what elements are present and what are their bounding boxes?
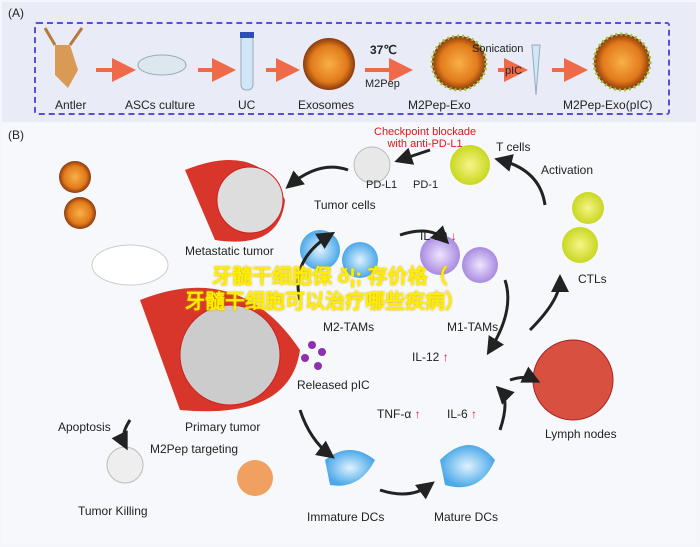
- m2pep-targeting-label: M2Pep targeting: [150, 442, 239, 456]
- m2pep-exo-icon: [430, 34, 488, 92]
- tnf-text: TNF-α: [377, 407, 412, 421]
- panel-a-tag: (A): [8, 6, 24, 20]
- t-cell-icon: [450, 145, 490, 185]
- apoptosis-label: Apoptosis: [58, 420, 111, 434]
- m1-tams-label: M1-TAMs: [447, 320, 499, 334]
- up-arrow-icon: ↑: [442, 350, 449, 364]
- watermark-line-1: 牙髓干细胞保 ð¦; 存价格（: [212, 266, 448, 288]
- tube-cap-icon: [240, 32, 254, 38]
- deer-icon: [43, 27, 84, 88]
- pic-particles-icon: [301, 341, 326, 370]
- step-m2pep-exo-pic: M2Pep-Exo(pIC): [563, 98, 653, 112]
- il6-text: IL-6: [447, 407, 468, 421]
- pd-1-label: PD-1: [413, 179, 439, 191]
- dead-cell-icon: [106, 446, 144, 484]
- immature-dc-icon: [325, 450, 375, 486]
- step-uc: UC: [238, 98, 256, 112]
- tumor-tissue-icon: [216, 166, 284, 234]
- il10-label: IL-10 ↓: [420, 229, 457, 243]
- exosome-icon: [303, 38, 355, 90]
- metastatic-tumor-label: Metastatic tumor: [185, 244, 274, 258]
- sonication-label: Sonication: [472, 43, 524, 55]
- il12-label: IL-12 ↑: [412, 350, 449, 364]
- tumor-cells-label: Tumor cells: [314, 198, 376, 212]
- activation-label: Activation: [541, 163, 594, 177]
- released-pic-label: Released pIC: [297, 378, 370, 392]
- step-exosomes: Exosomes: [298, 98, 355, 112]
- immature-dcs-label: Immature DCs: [307, 510, 385, 524]
- up-arrow-icon: ↑: [471, 407, 478, 421]
- primary-tumor-label: Primary tumor: [185, 420, 261, 434]
- ctls-label: CTLs: [578, 272, 607, 286]
- il12-text: IL-12: [412, 350, 440, 364]
- mouse-icon: [91, 244, 169, 286]
- m2pep-label: M2Pep: [365, 78, 400, 90]
- lymph-nodes-label: Lymph nodes: [545, 427, 617, 441]
- petri-dish-icon: [137, 54, 187, 76]
- step-m2pep-exo: M2Pep-Exo: [408, 98, 471, 112]
- m2-tams-label: M2-TAMs: [323, 320, 375, 334]
- panel-a-frame: [34, 22, 670, 115]
- checkpoint-label: Checkpoint blockade with anti-PD-L1: [374, 126, 477, 150]
- il6-label: IL-6 ↑: [447, 407, 477, 421]
- up-arrow-icon: ↑: [414, 407, 421, 421]
- tnf-label: TNF-α ↑: [377, 407, 421, 421]
- mature-dcs-label: Mature DCs: [434, 510, 499, 524]
- panel-b-tag: (B): [8, 128, 24, 142]
- pd-l1-label: PD-L1: [366, 179, 398, 191]
- lymph-node-icon: [532, 339, 614, 421]
- watermark-line-2: 牙髓干细胞可以治疗哪些疾病）: [185, 291, 465, 313]
- t-cells-label: T cells: [496, 140, 531, 154]
- ctl-icon: [572, 192, 604, 224]
- step-antler: Antler: [55, 98, 87, 112]
- m1-tam-icon: [462, 247, 498, 283]
- step-ascs-culture: ASCs culture: [125, 98, 196, 112]
- tube-icon: [240, 34, 254, 91]
- eppendorf-tube-icon: [531, 44, 541, 96]
- mature-dc-icon: [440, 445, 495, 488]
- tumor-cell-icon: [353, 146, 391, 184]
- tumor-tissue-icon: [179, 304, 281, 406]
- m1-tam-icon: [420, 235, 460, 275]
- targeting-exosome-icon: [237, 460, 273, 496]
- panel-b-arrows: [111, 147, 569, 500]
- tumor-killing-label: Tumor Killing: [78, 504, 148, 518]
- exosome-icon: [64, 197, 96, 229]
- exosome-icon: [59, 161, 91, 193]
- down-arrow-icon: ↓: [450, 229, 457, 243]
- m2pep-exo-pic-icon: [592, 32, 652, 92]
- m2-tam-icon: [300, 230, 340, 270]
- il10-text: IL-10: [420, 229, 448, 243]
- ctl-icon: [562, 227, 598, 263]
- m2-tam-icon: [342, 242, 378, 278]
- pic-label: pIC: [505, 65, 523, 77]
- temperature-label: 37℃: [370, 43, 397, 57]
